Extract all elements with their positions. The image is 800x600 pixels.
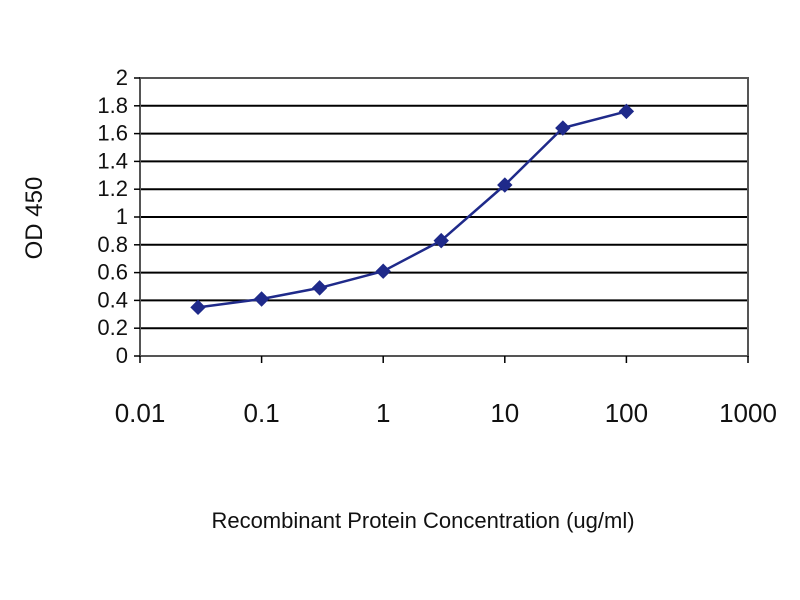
data-point — [497, 177, 513, 193]
series — [190, 103, 635, 316]
data-point — [555, 120, 571, 136]
y-axis-title: OD 450 — [21, 177, 48, 260]
y-tick-label: 2 — [116, 65, 128, 90]
x-tick-label: 1000 — [719, 398, 777, 428]
y-tick-label: 1.8 — [97, 93, 128, 118]
x-tick-label: 0.01 — [115, 398, 166, 428]
data-point — [433, 232, 449, 249]
y-tick-label: 1.6 — [97, 121, 128, 146]
x-axis-title: Recombinant Protein Concentration (ug/ml… — [211, 508, 634, 533]
gridlines — [140, 104, 748, 330]
data-point — [253, 291, 270, 307]
x-tick-label: 0.1 — [244, 398, 280, 428]
y-tick-label: 1.4 — [97, 148, 128, 173]
series-line — [197, 110, 627, 309]
x-tick-label: 100 — [605, 398, 648, 428]
data-point — [311, 280, 328, 296]
x-tick-label: 1 — [376, 398, 390, 428]
data-point — [375, 263, 391, 279]
y-tick-label: 0.4 — [97, 287, 128, 312]
data-point — [190, 299, 206, 316]
y-tick-label: 0.2 — [97, 315, 128, 340]
y-tick-label: 0.6 — [97, 260, 128, 285]
y-tick-label: 1.2 — [97, 176, 128, 201]
data-point — [618, 103, 635, 120]
x-axis: 0.01 0.1 1 10 100 1000 — [115, 356, 777, 428]
y-tick-label: 1 — [116, 204, 128, 229]
x-tick-label: 10 — [490, 398, 519, 428]
y-tick-label: 0.8 — [97, 232, 128, 257]
y-axis: 0 0.2 0.40.6 0.8 1 1.2 1.41.6 1.8 2 — [97, 65, 140, 368]
y-tick-label: 0 — [116, 343, 128, 368]
